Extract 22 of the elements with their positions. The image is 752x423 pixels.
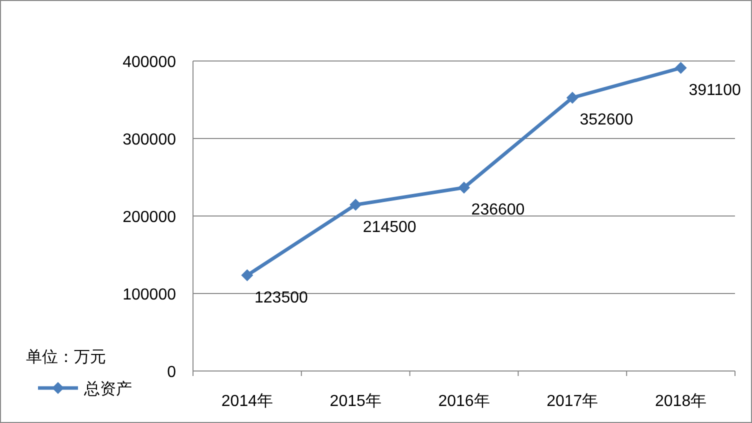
point <box>350 198 362 211</box>
legend-label: 总资产 <box>83 380 132 398</box>
data-label: 391100 <box>688 82 742 99</box>
x-tick-label: 2016年 <box>438 393 490 410</box>
data-label: 352600 <box>580 112 634 129</box>
y-tick-label: 200000 <box>122 209 176 226</box>
y-tick-label: 300000 <box>122 132 176 148</box>
data-label: 123500 <box>254 289 308 306</box>
point <box>458 182 470 194</box>
x-tick-label: 2017年 <box>546 393 598 410</box>
point <box>674 62 687 74</box>
data-label: 214500 <box>362 218 416 236</box>
y-tick-label: 400000 <box>122 54 176 71</box>
x-tick-label: 2015年 <box>330 393 382 410</box>
point <box>241 269 254 282</box>
point <box>566 92 578 104</box>
y-tick-label: 100000 <box>122 286 176 304</box>
x-tick-label: 2018年 <box>655 393 707 410</box>
y-tick-label: 0 <box>167 364 176 381</box>
x-tick-label: 2014年 <box>221 393 273 410</box>
data-label: 236600 <box>471 202 525 219</box>
text: 单位：万元 <box>26 348 106 366</box>
